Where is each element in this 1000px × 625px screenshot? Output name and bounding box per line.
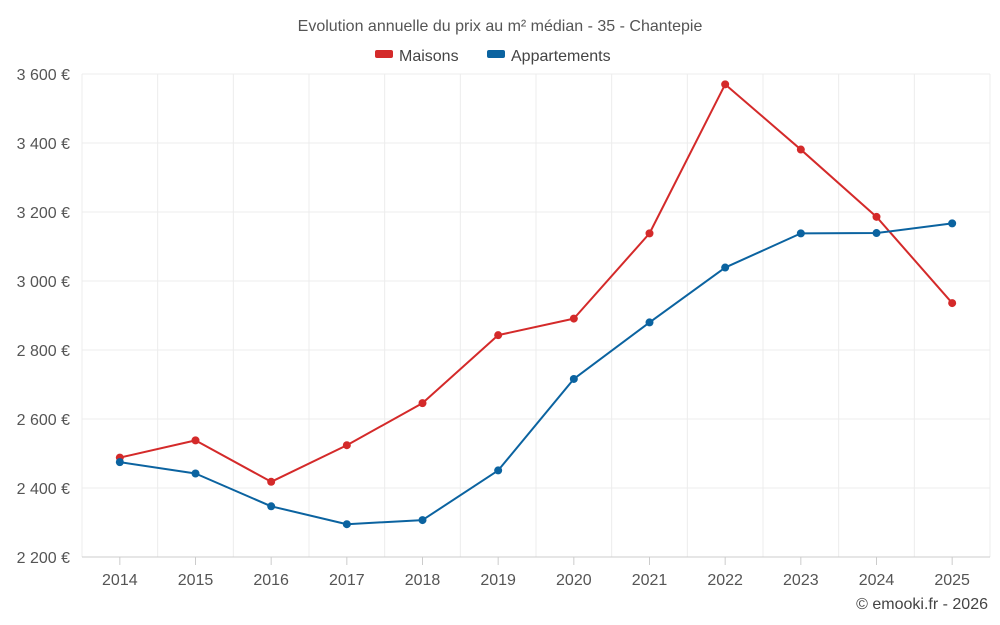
series-line-appartements [119,222,953,526]
data-point-appartements [721,263,730,272]
legend: Maisons Appartements [375,48,611,65]
legend-item-maisons: Maisons [375,48,459,65]
x-tick-label: 2023 [783,572,819,589]
data-point-appartements [948,219,957,228]
data-point-maisons [872,212,881,221]
y-tick-label: 3 200 € [17,205,70,222]
x-tick-label: 2015 [178,572,214,589]
data-point-maisons [796,145,805,154]
x-axis: 2014 2015 2016 2017 2018 2019 2020 2021 2022 2023… [82,556,990,589]
data-point-appartements [115,458,124,467]
x-tick-label: 2024 [859,572,895,589]
data-point-appartements [267,502,276,511]
data-point-appartements [342,520,351,529]
x-tick-label: 2021 [632,572,668,589]
series-line-maisons [119,83,953,483]
x-tick-label: 2025 [934,572,970,589]
y-tick-label: 3 400 € [17,136,70,153]
data-point-maisons [267,477,276,486]
x-tick-label: 2018 [405,572,441,589]
legend-label-appartements: Appartements [511,48,611,65]
data-point-appartements [872,229,881,238]
legend-swatch-maisons [375,50,393,58]
legend-item-appartements: Appartements [487,48,611,65]
data-point-appartements [569,374,578,383]
chart-title: Evolution annuelle du prix au m² médian … [298,18,703,35]
legend-swatch-appartements [487,50,505,58]
series-layer [115,80,957,529]
x-tick-label: 2019 [480,572,516,589]
x-tick-label: 2022 [707,572,743,589]
data-point-appartements [418,516,427,525]
y-axis: 2 200 € 2 400 € 2 600 € 2 800 € 3 000 € 3 200… [17,67,70,567]
data-point-maisons [645,229,654,238]
data-point-maisons [569,314,578,323]
x-tick-label: 2020 [556,572,592,589]
y-tick-label: 3 000 € [17,274,70,291]
y-tick-label: 2 600 € [17,412,70,429]
data-point-appartements [796,229,805,238]
data-point-maisons [494,331,503,340]
y-tick-label: 2 200 € [17,550,70,567]
data-point-maisons [418,399,427,408]
data-point-maisons [948,299,957,308]
series-appartements [115,219,957,529]
x-tick-label: 2014 [102,572,138,589]
series-maisons [115,80,957,486]
y-tick-label: 3 600 € [17,67,70,84]
data-point-appartements [645,318,654,327]
data-point-maisons [721,80,730,89]
data-point-maisons [191,436,200,445]
credit-text: © emooki.fr - 2026 [856,596,988,613]
grid [81,73,991,557]
data-point-appartements [191,469,200,478]
y-tick-label: 2 400 € [17,481,70,498]
x-tick-label: 2017 [329,572,365,589]
y-tick-label: 2 800 € [17,343,70,360]
x-tick-label: 2016 [253,572,289,589]
data-point-appartements [494,466,503,475]
legend-label-maisons: Maisons [399,48,459,65]
data-point-maisons [342,441,351,450]
